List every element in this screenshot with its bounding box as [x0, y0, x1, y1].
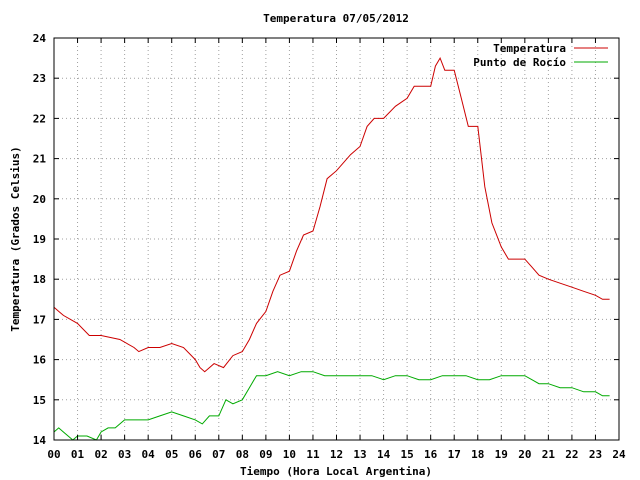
chart-title: Temperatura 07/05/2012: [263, 12, 409, 25]
y-tick-label: 14: [33, 434, 47, 447]
x-axis-label: Tiempo (Hora Local Argentina): [240, 465, 432, 478]
y-tick-label: 15: [33, 394, 46, 407]
x-tick-label: 07: [212, 448, 225, 461]
y-tick-label: 22: [33, 112, 46, 125]
x-tick-label: 23: [589, 448, 602, 461]
y-tick-label: 16: [33, 354, 47, 367]
y-axis-label: Temperatura (Grados Celsius): [9, 146, 22, 331]
x-tick-label: 22: [565, 448, 578, 461]
y-tick-label: 20: [33, 193, 46, 206]
x-tick-label: 10: [283, 448, 296, 461]
x-tick-label: 05: [165, 448, 178, 461]
x-tick-label: 09: [259, 448, 272, 461]
y-tick-label: 17: [33, 313, 46, 326]
x-tick-label: 11: [306, 448, 320, 461]
x-tick-label: 14: [377, 448, 391, 461]
x-tick-label: 00: [47, 448, 60, 461]
x-tick-label: 20: [518, 448, 531, 461]
series-lines: [53, 56, 610, 441]
y-tick-labels: 14 15 16 17 18 19 20 21 22 23 24: [33, 32, 47, 447]
x-tick-label: 15: [401, 448, 414, 461]
x-tick-label: 18: [471, 448, 484, 461]
x-tick-label: 21: [542, 448, 556, 461]
y-tick-label: 21: [33, 153, 47, 166]
x-tick-label: 06: [189, 448, 203, 461]
series-line-0: [53, 56, 610, 373]
x-tick-label: 16: [424, 448, 438, 461]
x-tick-label: 19: [495, 448, 508, 461]
x-tick-labels: 00 01 02 03 04 05 06 07 08 09 10 11 12 13 14 15 16 17 18 19…: [47, 448, 626, 461]
x-tick-label: 17: [448, 448, 461, 461]
x-tick-label: 12: [330, 448, 343, 461]
y-tick-label: 19: [33, 233, 46, 246]
y-tick-label: 18: [33, 273, 46, 286]
x-tick-label: 04: [142, 448, 156, 461]
legend-label-0: Temperatura: [493, 42, 566, 55]
x-tick-label: 02: [94, 448, 107, 461]
x-tick-label: 08: [236, 448, 249, 461]
x-tick-label: 03: [118, 448, 131, 461]
axis-ticks: [53, 37, 620, 441]
y-tick-label: 23: [33, 72, 46, 85]
x-tick-label: 01: [71, 448, 85, 461]
grid-lines: [54, 38, 619, 440]
x-tick-label: 13: [353, 448, 366, 461]
legend-label-1: Punto de Rocío: [473, 56, 566, 69]
series-line-1: [53, 371, 610, 441]
y-tick-label: 24: [33, 32, 47, 45]
x-tick-label: 24: [612, 448, 626, 461]
